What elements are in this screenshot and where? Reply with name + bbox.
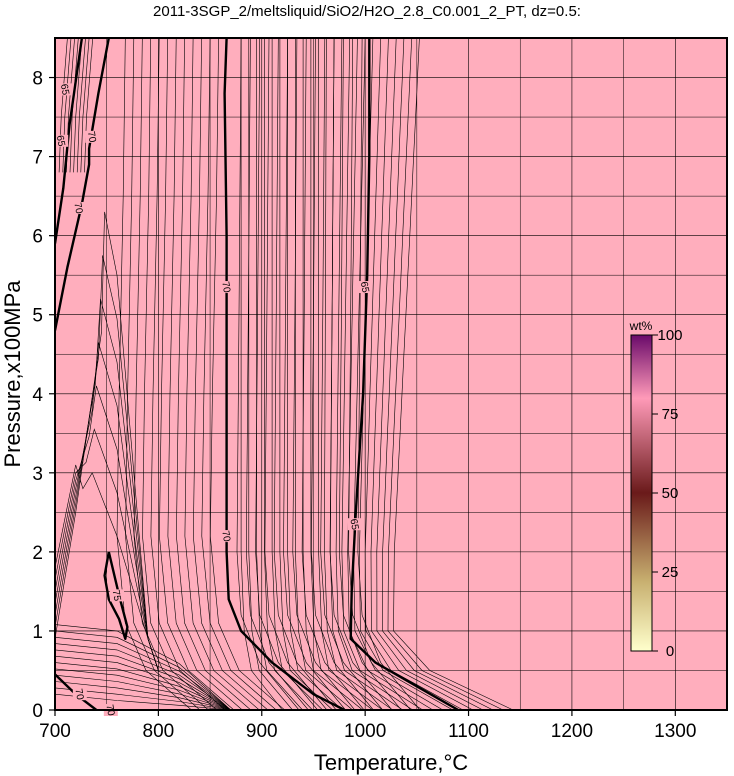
x-tick-label: 900 [246,721,278,742]
contour-label: 70 [219,281,232,294]
thin-contour [240,38,283,710]
colorbar-gradient [630,334,653,652]
y-tick-label: 6 [32,227,43,248]
thin-contour [341,38,423,710]
y-tick-label: 4 [32,385,43,406]
contour-label-bg [219,281,234,294]
contour-label-bg [54,134,69,147]
y-axis-label: Pressure,x100MPa [0,280,25,468]
thin-contour [370,38,474,710]
bold-contour-65 [349,38,459,710]
thin-contour [324,38,393,710]
contour-label-bg [347,518,362,531]
plot-background [55,38,727,710]
contour-label-bg [58,83,73,96]
y-tick-label: 7 [32,148,43,169]
contour-label-bg [110,589,125,602]
thin-contour [55,681,231,710]
thin-contour [55,662,231,710]
thin-contour [271,38,323,710]
y-tick-label: 1 [32,622,43,643]
thin-contour [310,38,373,710]
thin-contour [55,649,231,710]
y-tick-label: 2 [32,543,43,564]
x-tick-label: 1300 [654,721,696,742]
colorbar: wt% 0 25 50 75 100 [629,319,683,660]
colorbar-tick-label: 25 [662,564,679,581]
x-tick-label: 700 [39,721,71,742]
contour-label: 65 [58,83,71,96]
x-tick-label: 800 [143,721,175,742]
x-tick-label: 1200 [551,721,593,742]
thin-contour [353,38,444,710]
y-tick-label: 3 [32,464,43,485]
colorbar-tick-label: 75 [662,406,679,423]
thin-contour [318,38,383,710]
thin-contour [55,637,231,710]
thin-contour [382,38,494,710]
contour-label: 65 [358,281,371,294]
y-ticks: 0 1 2 3 4 5 6 7 8 [32,69,55,722]
contour-label: 75 [110,589,123,602]
colorbar-tick-label: 100 [657,327,682,344]
thin-contour [55,655,231,710]
contour-label-bg [72,688,87,701]
contour-label-bg [85,130,100,143]
chart-title: 2011-3SGP_2/meltsliquid/SiO2/H2O_2.8_C0.… [153,3,581,20]
bold-contour-70 [55,38,84,244]
contour-label: 65 [347,518,360,531]
y-tick-label: 5 [32,306,43,327]
thin-contour [264,38,313,710]
contour-label: 70 [72,688,85,701]
thin-contour [347,38,434,710]
contour-label-bg [71,201,86,214]
x-tick-label: 1000 [344,721,386,742]
contour-label: 70 [219,530,232,543]
colorbar-tick-label: 50 [662,485,679,502]
thin-contour [55,674,231,710]
thin-contour [376,38,484,710]
x-tick-label: 1100 [448,721,489,742]
thin-contour [287,38,343,710]
bold-contour-70 [223,38,346,710]
contour-label-bg [219,530,234,543]
thin-contour [364,38,464,710]
bold-contour-70 [55,38,110,331]
x-axis-label: Temperature,°C [314,750,468,775]
grid-lines [54,38,727,711]
thin-contour [248,38,293,710]
thin-contour [55,643,231,710]
colorbar-tick-label: 0 [666,643,674,660]
thin-contour [55,630,231,710]
contour-label-bg [358,281,373,294]
thin-contour [55,624,232,710]
colorbar-title: wt% [629,319,653,333]
thin-contour [279,38,333,710]
thin-contour [55,668,231,710]
y-tick-label: 0 [32,701,43,722]
thin-contour [393,38,514,710]
thin-contour [295,38,353,710]
thin-contour [387,38,504,710]
y-tick-label: 8 [32,69,43,90]
x-ticks: 700 800 900 1000 1100 1200 1300 [39,710,696,742]
contour-label: 70 [85,131,98,144]
contour-label: 65 [54,135,67,148]
plot-frame [54,37,728,711]
thin-contour [335,38,413,710]
contour-label: 70 [71,202,84,215]
